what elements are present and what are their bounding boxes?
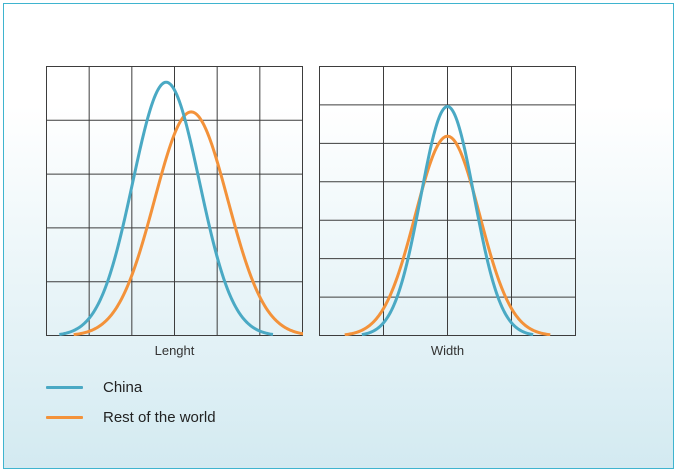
length-axis-label: Lenght xyxy=(154,343,195,358)
legend-swatch-china xyxy=(46,385,83,389)
chart-svg-0 xyxy=(46,66,303,336)
legend-item-china: China xyxy=(46,376,216,398)
series-line-rest-of-world xyxy=(344,134,551,336)
legend: China Rest of the world xyxy=(46,376,216,436)
legend-label-rest: Rest of the world xyxy=(103,408,216,426)
width-chart-panel xyxy=(319,66,576,336)
grid xyxy=(319,66,576,336)
legend-item-rest: Rest of the world xyxy=(46,406,216,428)
grid xyxy=(46,66,303,336)
series-line-rest-of-world xyxy=(73,110,303,336)
length-chart-panel xyxy=(46,66,303,336)
chart-svg-1 xyxy=(319,66,576,336)
legend-label-china: China xyxy=(103,378,143,396)
chart-frame: Lenght Width China Rest of the world xyxy=(3,3,674,469)
width-axis-label: Width xyxy=(430,343,465,358)
series-line-china xyxy=(59,80,274,336)
legend-swatch-rest xyxy=(46,415,83,419)
series-line-china xyxy=(361,105,534,336)
